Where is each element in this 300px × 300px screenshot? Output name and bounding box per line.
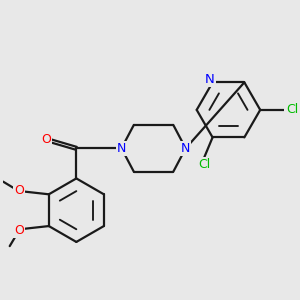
Text: O: O — [14, 224, 24, 237]
Text: N: N — [181, 142, 190, 155]
Text: N: N — [205, 73, 215, 85]
Text: O: O — [14, 184, 24, 197]
Text: N: N — [117, 142, 126, 155]
Text: O: O — [41, 133, 51, 146]
Text: Cl: Cl — [198, 158, 210, 171]
Text: Cl: Cl — [286, 103, 299, 116]
